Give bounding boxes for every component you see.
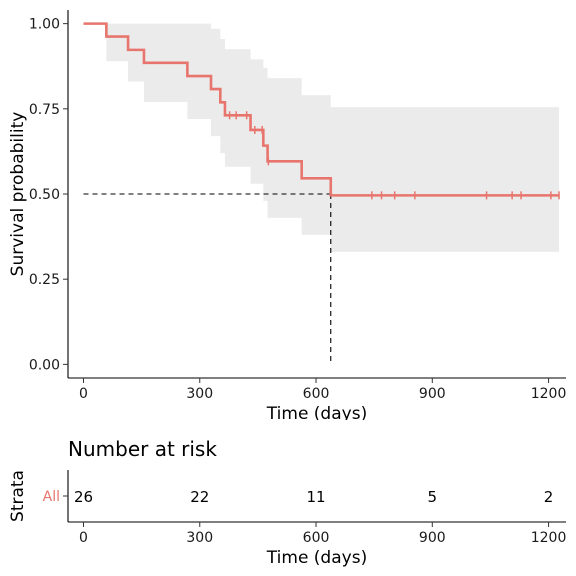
risk-x-tick-label: 900 [419, 530, 446, 546]
x-axis-ticks: 0 300 600 900 1200 [79, 378, 566, 402]
y-tick-label: 0.75 [29, 102, 60, 118]
risk-count: 26 [74, 488, 93, 506]
x-tick-label: 0 [79, 386, 88, 402]
x-tick-label: 900 [419, 386, 446, 402]
y-axis-title: Survival probability [8, 112, 28, 277]
risk-x-tick-label: 1200 [531, 530, 567, 546]
y-tick-label: 0.50 [29, 187, 60, 203]
risk-count: 22 [190, 488, 209, 506]
risk-x-tick-label: 300 [186, 530, 213, 546]
y-tick-label: 0.25 [29, 272, 60, 288]
risk-count: 5 [428, 488, 438, 506]
risk-y-axis-title: Strata [8, 470, 28, 522]
plot-area [83, 22, 560, 365]
risk-count: 11 [306, 488, 325, 506]
risk-x-axis-title: Time (days) [266, 548, 367, 568]
x-axis-title: Time (days) [266, 404, 367, 420]
strata-label: All [43, 489, 60, 505]
x-tick-label: 1200 [531, 386, 567, 402]
x-tick-label: 300 [186, 386, 213, 402]
risk-rows: All 26 22 11 5 2 [43, 488, 554, 506]
y-axis-ticks: 0.00 0.25 0.50 0.75 1.00 [29, 17, 68, 373]
survival-curve [83, 22, 560, 197]
y-tick-label: 1.00 [29, 17, 60, 33]
risk-x-tick-label: 0 [79, 530, 88, 546]
risk-x-tick-label: 600 [303, 530, 330, 546]
confidence-band [83, 23, 560, 252]
survival-chart: 0 300 600 900 1200 0.00 0.25 0.50 0.75 1.00 Time… [8, 10, 566, 420]
risk-x-axis-ticks: 0 300 600 900 1200 [79, 522, 566, 546]
risk-table: Number at risk All 26 22 11 5 2 0 300 600 900 120… [8, 437, 566, 568]
risk-count: 2 [544, 488, 554, 506]
x-tick-label: 600 [303, 386, 330, 402]
y-tick-label: 0.00 [29, 357, 60, 373]
risk-table-title: Number at risk [68, 437, 217, 461]
